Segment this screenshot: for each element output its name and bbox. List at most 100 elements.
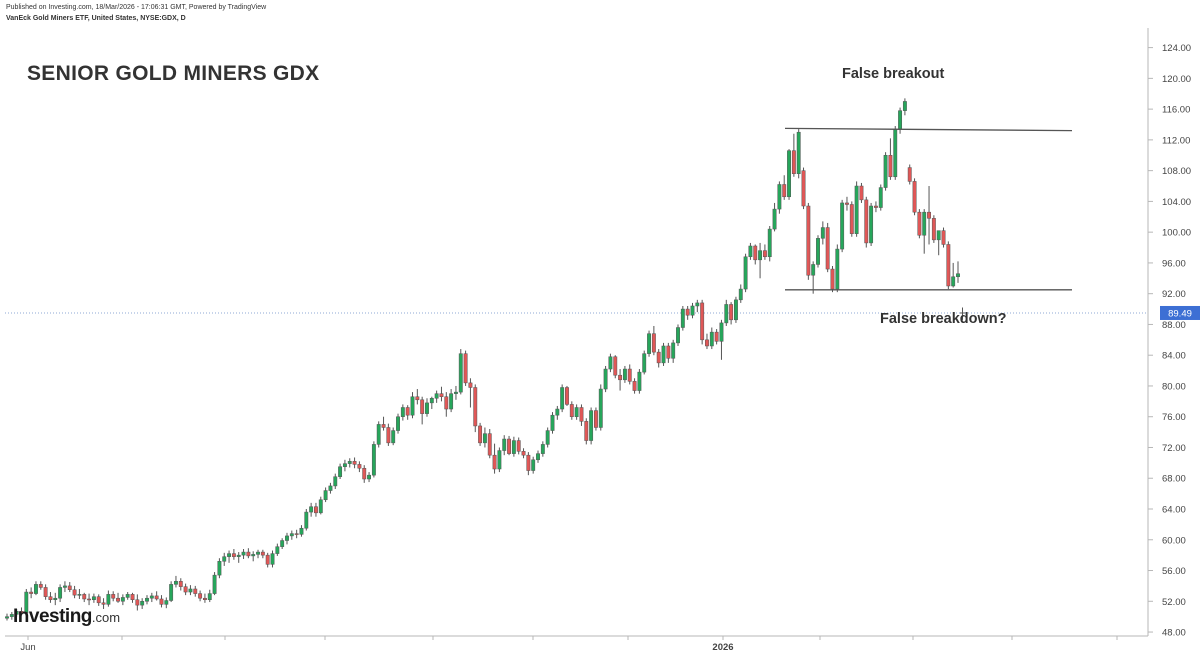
candle [48, 592, 53, 603]
candle-body [468, 382, 473, 388]
candle [87, 593, 92, 606]
candle [434, 390, 439, 403]
candle-body [536, 453, 540, 461]
candle [473, 384, 478, 433]
last-price-label: 89.49 [1168, 308, 1192, 319]
candle-body [893, 128, 898, 178]
candle [927, 186, 931, 245]
candle [178, 578, 183, 591]
candle [14, 608, 19, 617]
candle [444, 392, 449, 417]
candle [555, 405, 560, 420]
candle-body [487, 433, 492, 456]
candle-body [676, 327, 680, 344]
candle [796, 129, 801, 179]
candle [516, 437, 521, 455]
candle [72, 585, 77, 599]
false-breakout-annotation: False breakout [842, 66, 945, 82]
candle [425, 398, 429, 417]
candle-body [883, 155, 888, 188]
candle [309, 502, 314, 517]
candle-body [864, 199, 869, 244]
investing-logo: Investing.com [13, 606, 120, 628]
candle [342, 459, 347, 472]
candle-body [34, 584, 38, 594]
candle-body [507, 438, 511, 454]
candle [482, 427, 487, 448]
candle [550, 412, 555, 434]
candle-body [381, 424, 386, 428]
y-tick-label: 116.00 [1162, 105, 1190, 116]
candle [202, 593, 207, 603]
candle [767, 226, 772, 262]
candle [67, 582, 72, 593]
y-tick-label: 80.00 [1162, 381, 1186, 392]
candle [111, 591, 116, 602]
candle [212, 572, 217, 596]
candle-body [811, 264, 816, 276]
candle [140, 598, 145, 609]
candle-body [859, 185, 864, 201]
candle [159, 595, 164, 608]
candle-body [743, 256, 748, 290]
candle-body [922, 211, 927, 236]
candle-body [125, 594, 130, 598]
candle-body [594, 410, 598, 428]
candle [241, 548, 246, 559]
candle-body [806, 205, 811, 276]
candle [840, 199, 845, 253]
candle-body [251, 554, 256, 557]
candle [511, 436, 516, 457]
candle [362, 465, 367, 483]
y-tick-label: 68.00 [1162, 474, 1186, 485]
candle-body [618, 374, 623, 381]
candle-body [338, 466, 343, 477]
candle-body [873, 205, 878, 208]
candle [791, 133, 796, 177]
candle [531, 456, 536, 474]
candle [164, 597, 169, 609]
candle [289, 530, 294, 540]
candle [825, 222, 830, 273]
candle-body [946, 244, 951, 287]
publish-info: Published on Investing.com, 18/Mar/2026 … [6, 4, 267, 11]
candle-body [637, 371, 642, 391]
candle [43, 584, 48, 600]
candle-body [149, 595, 154, 599]
candle [82, 592, 87, 603]
candle [299, 525, 304, 537]
candle-body [135, 599, 140, 606]
y-tick-label: 56.00 [1162, 566, 1186, 577]
candle-body [43, 587, 48, 597]
candle-body [169, 584, 174, 601]
candle [632, 378, 637, 394]
candle [265, 552, 270, 568]
candle [651, 325, 656, 356]
candle-body [463, 353, 468, 384]
candle-body [540, 444, 545, 454]
candle [396, 413, 400, 434]
candle [188, 585, 193, 596]
candle [449, 389, 454, 413]
candle-body [511, 440, 516, 454]
candle-body [907, 167, 912, 182]
candle [347, 458, 352, 468]
candle-body [454, 391, 458, 394]
candle [463, 350, 468, 386]
candle [787, 149, 791, 200]
candle [381, 416, 386, 431]
candle-body [724, 304, 729, 324]
candle-body [62, 585, 67, 588]
candle [806, 202, 811, 280]
candle [758, 242, 763, 279]
candle [574, 404, 579, 420]
candle-body [666, 345, 671, 359]
candle-body [560, 387, 565, 410]
false-breakdown-annotation: False breakdown? [880, 311, 1007, 327]
y-tick-label: 52.00 [1162, 597, 1186, 608]
candle-body [758, 250, 763, 261]
candle [285, 532, 289, 545]
candle [487, 429, 492, 459]
candle [280, 538, 285, 549]
candle-body [19, 611, 24, 614]
